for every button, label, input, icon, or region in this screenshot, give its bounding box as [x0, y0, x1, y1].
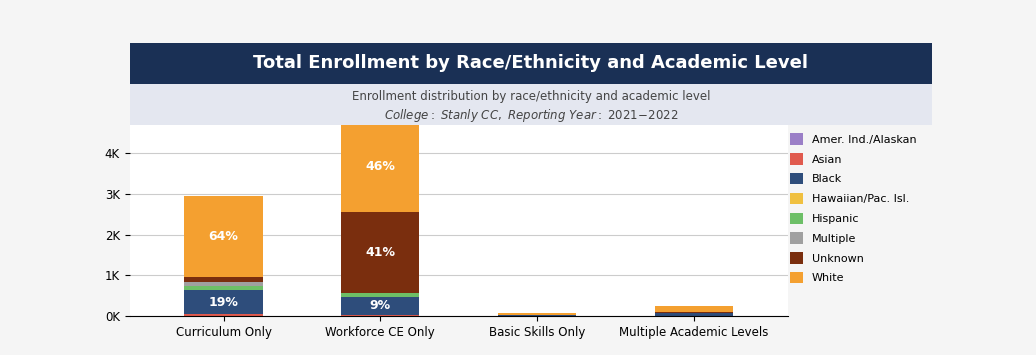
Text: 64%: 64% — [208, 230, 238, 243]
Legend: Amer. Ind./Alaskan, Asian, Black, Hawaiian/Pac. Isl., Hispanic, Multiple, Unknow: Amer. Ind./Alaskan, Asian, Black, Hawaii… — [786, 130, 920, 287]
Text: 9%: 9% — [370, 300, 391, 312]
Text: 41%: 41% — [366, 246, 396, 259]
Bar — [184, 286, 263, 290]
Text: Total Enrollment by Race/Ethnicity and Academic Level: Total Enrollment by Race/Ethnicity and A… — [254, 54, 808, 72]
Bar — [341, 297, 420, 315]
Bar — [184, 314, 263, 316]
Bar — [655, 306, 733, 312]
Bar — [184, 277, 263, 282]
Bar — [655, 313, 733, 316]
Bar — [184, 282, 263, 286]
Bar — [341, 121, 420, 212]
Text: 19%: 19% — [208, 296, 238, 309]
Text: Enrollment distribution by race/ethnicity and academic level: Enrollment distribution by race/ethnicit… — [351, 90, 711, 103]
Bar — [341, 315, 420, 316]
Text: 46%: 46% — [366, 160, 396, 173]
Bar — [498, 313, 576, 315]
Bar — [341, 293, 420, 297]
Text: $\it{College:\ }$$\bf{\it{Stanly\ CC}}$$\it{,\ Reporting\ Year:\ }$$\bf{\it{2021: $\it{College:\ }$$\bf{\it{Stanly\ CC}}$$… — [383, 107, 679, 124]
Bar — [655, 312, 733, 313]
Bar — [184, 290, 263, 314]
Bar — [341, 212, 420, 293]
Bar — [184, 196, 263, 277]
